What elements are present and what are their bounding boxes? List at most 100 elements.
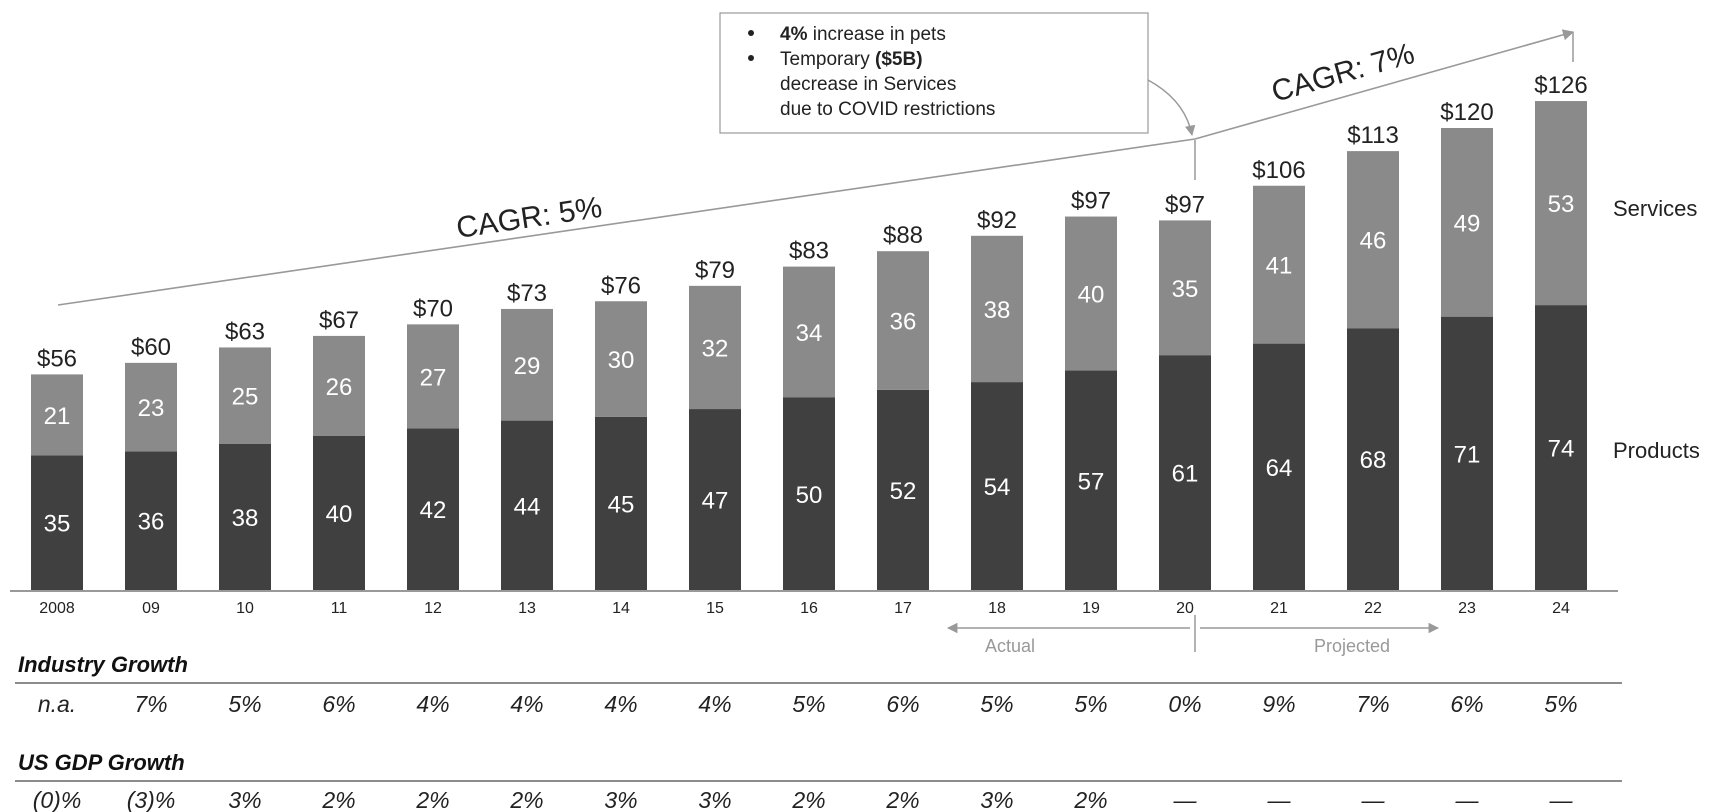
bar-services-20 <box>1159 220 1211 356</box>
label-products-24: 74 <box>1548 436 1575 463</box>
label-products-12: 42 <box>420 497 447 524</box>
bar-services-23 <box>1441 128 1493 317</box>
label-services-20: 35 <box>1172 276 1199 303</box>
label-products-13: 44 <box>514 493 541 520</box>
bar-products-23 <box>1441 316 1493 590</box>
svg-text:Temporary ($5B): Temporary ($5B) <box>780 49 923 70</box>
industry-growth-value: 6% <box>1450 691 1483 717</box>
label-products-18: 54 <box>984 474 1011 501</box>
gdp-growth-value: 3% <box>698 787 731 812</box>
bar-products-20 <box>1159 355 1211 590</box>
label-total-14: $76 <box>601 272 641 299</box>
bar-services-18 <box>971 235 1023 383</box>
note-prefix-2: Temporary <box>780 49 875 70</box>
label-products-21: 64 <box>1266 455 1293 482</box>
x-tick-18: 18 <box>988 600 1006 617</box>
legend-products: Products <box>1613 438 1700 463</box>
label-services-11: 26 <box>326 374 353 401</box>
bar-products-13 <box>501 420 553 590</box>
label-total-20: $97 <box>1165 191 1205 218</box>
label-total-21: $106 <box>1252 157 1305 184</box>
label-services-2008: 21 <box>44 403 71 430</box>
industry-growth-value: 4% <box>604 691 637 717</box>
label-total-22: $113 <box>1347 122 1399 149</box>
bar-services-24 <box>1535 101 1587 306</box>
label-total-24: $126 <box>1534 72 1587 99</box>
x-tick-13: 13 <box>518 600 536 617</box>
x-tick-labels: 2008 09 10 11 12 13 14 15 16 17 18 19 20 21 22 23 24 <box>39 600 1570 617</box>
x-tick-14: 14 <box>612 600 630 617</box>
bar-services-10 <box>219 347 271 444</box>
bar-services-11 <box>313 335 365 436</box>
industry-growth-value: 5% <box>1074 691 1107 717</box>
gdp-growth-value: 2% <box>1073 787 1107 812</box>
bar-products-24 <box>1535 305 1587 590</box>
bar-products-14 <box>595 416 647 590</box>
gdp-growth-value: — <box>1173 787 1198 812</box>
label-services-14: 30 <box>608 347 635 374</box>
gdp-growth-value: 3% <box>604 787 637 812</box>
bar-products-2008 <box>31 455 83 590</box>
label-products-22: 68 <box>1360 447 1387 474</box>
label-products-10: 38 <box>232 505 259 532</box>
x-tick-19: 19 <box>1082 600 1100 617</box>
x-tick-16: 16 <box>800 600 818 617</box>
industry-growth-value: 4% <box>510 691 543 717</box>
bar-products-15 <box>689 409 741 590</box>
note-bold-2: ($5B) <box>875 49 923 70</box>
label-services-19: 40 <box>1078 282 1105 309</box>
industry-growth-value: 5% <box>980 691 1013 717</box>
bar-services-13 <box>501 308 553 421</box>
gdp-growth-value: 2% <box>415 787 449 812</box>
x-tick-12: 12 <box>424 600 442 617</box>
cagr-line-actual <box>57 138 1196 306</box>
svg-text:4% increase in pets: 4% increase in pets <box>780 24 946 45</box>
industry-growth-value: 7% <box>1356 691 1389 717</box>
bar-services-16 <box>783 266 835 398</box>
label-products-20: 61 <box>1172 461 1199 488</box>
gdp-growth-value: 2% <box>885 787 919 812</box>
label-services-16: 34 <box>796 320 823 347</box>
label-total-11: $67 <box>319 307 359 334</box>
bar-services-09 <box>125 362 177 452</box>
bar-products-11 <box>313 436 365 590</box>
x-tick-17: 17 <box>894 600 912 617</box>
x-tick-21: 21 <box>1270 600 1288 617</box>
x-tick-2008: 2008 <box>39 600 75 617</box>
bar-products-18 <box>971 382 1023 590</box>
gdp-growth-value: 2% <box>321 787 355 812</box>
gdp-growth-value: — <box>1549 787 1574 812</box>
label-services-10: 25 <box>232 384 259 411</box>
bar-products-12 <box>407 428 459 590</box>
label-total-15: $79 <box>695 257 735 284</box>
industry-growth-value: 9% <box>1262 691 1295 717</box>
x-tick-24: 24 <box>1552 600 1570 617</box>
bar-products-19 <box>1065 370 1117 590</box>
legend-services: Services <box>1613 196 1697 221</box>
x-tick-11: 11 <box>331 600 348 617</box>
note-line-3: decrease in Services <box>780 74 956 95</box>
callout-text: 4% increase in pets Temporary ($5B) decr… <box>748 24 995 120</box>
industry-growth-value: 4% <box>698 691 731 717</box>
note-line-4: due to COVID restrictions <box>780 99 995 120</box>
bullet-icon <box>748 55 754 61</box>
label-services-12: 27 <box>420 364 447 391</box>
bar-services-17 <box>877 251 929 390</box>
bar-services-14 <box>595 301 647 417</box>
label-products-11: 40 <box>326 501 353 528</box>
industry-growth-values: n.a. 7% 5% 6% 4% 4% 4% 4% 5% 6% 5% 5% 0% 9% 7% 6% 5% <box>38 691 1578 717</box>
industry-growth-title: Industry Growth <box>18 652 188 677</box>
gdp-growth-value: — <box>1455 787 1480 812</box>
gdp-growth-value: 2% <box>509 787 543 812</box>
gdp-growth-value: 2% <box>791 787 825 812</box>
label-total-16: $83 <box>789 238 829 265</box>
label-services-24: 53 <box>1548 191 1575 218</box>
label-services-09: 23 <box>138 395 165 422</box>
label-services-18: 38 <box>984 297 1011 324</box>
x-tick-15: 15 <box>706 600 724 617</box>
x-tick-23: 23 <box>1458 600 1476 617</box>
bar-products-22 <box>1347 328 1399 590</box>
industry-growth-value: n.a. <box>38 691 76 717</box>
label-total-12: $70 <box>413 295 453 322</box>
bar-products-21 <box>1253 343 1305 590</box>
